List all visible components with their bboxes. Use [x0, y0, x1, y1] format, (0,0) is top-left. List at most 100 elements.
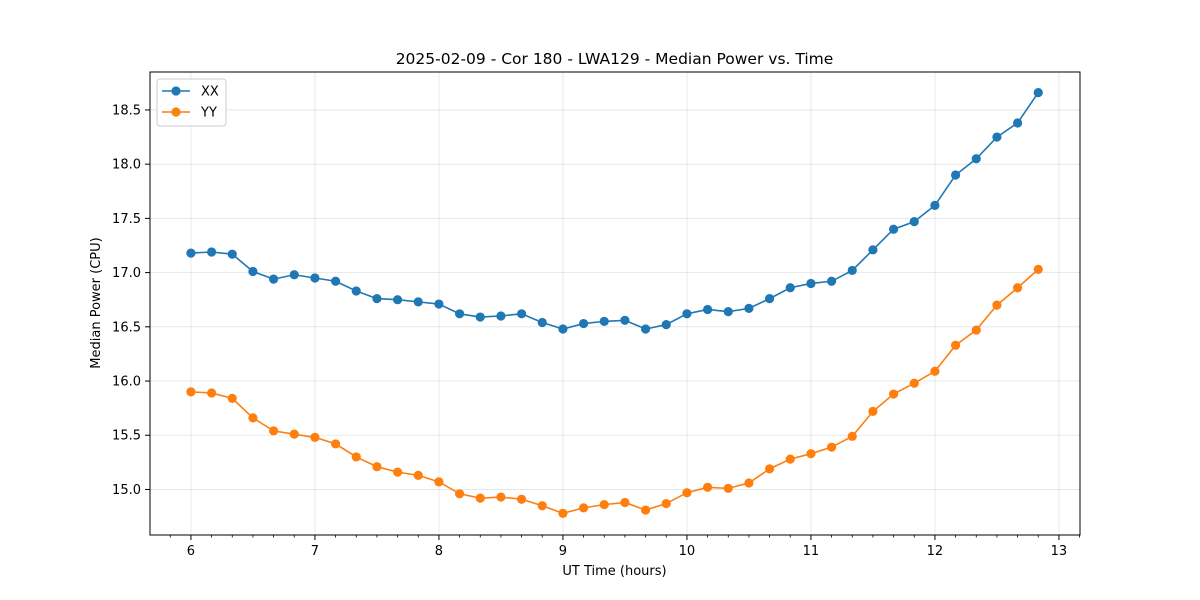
data-point-xx [847, 265, 857, 276]
data-point-xx [723, 307, 733, 317]
data-point-yy [496, 492, 506, 502]
data-point-yy [206, 388, 217, 398]
chart-title: 2025-02-09 - Cor 180 - LWA129 - Median P… [396, 50, 834, 68]
data-point-xx [806, 278, 816, 289]
data-point-xx [454, 309, 465, 319]
data-point-xx [578, 318, 589, 329]
plot-area [150, 72, 1080, 535]
data-point-yy [351, 452, 361, 462]
data-point-yy [516, 494, 527, 504]
y-tick-label: 18.0 [112, 158, 141, 173]
data-point-yy [558, 508, 568, 518]
data-point-xx [909, 217, 919, 227]
data-point-xx [537, 317, 547, 328]
legend-label-yy: YY [200, 106, 217, 121]
axes: 6 7 8 9 10 11 12 13 15.0 15.5 16.0 16.5 17.0 17.5 18.0… [112, 103, 1080, 559]
data-point-yy [682, 488, 692, 498]
data-point-yy [475, 493, 485, 503]
legend: XX YY [156, 78, 227, 127]
x-tick-label: 8 [435, 544, 443, 559]
data-point-xx [558, 324, 568, 334]
data-point-yy [578, 503, 589, 513]
data-point-xx [248, 266, 258, 277]
data-point-xx [392, 295, 403, 305]
data-point-yy [847, 431, 857, 441]
y-tick-label: 17.5 [112, 212, 141, 227]
data-point-yy [764, 464, 775, 474]
data-point-yy [248, 413, 258, 423]
data-point-xx [661, 320, 671, 330]
data-point-xx [599, 316, 609, 326]
data-point-yy [1012, 283, 1023, 293]
y-tick-label: 15.5 [112, 429, 141, 444]
data-point-xx [289, 270, 299, 280]
data-point-yy [661, 498, 671, 509]
data-point-xx [330, 276, 341, 286]
data-point-xx [310, 273, 320, 283]
data-point-xx [785, 283, 795, 293]
x-tick-label: 9 [559, 544, 567, 559]
data-point-xx [764, 294, 775, 304]
data-point-xx [888, 224, 899, 234]
data-point-yy [454, 489, 465, 499]
data-point-yy [785, 454, 795, 464]
x-tick-label: 11 [803, 544, 820, 559]
data-point-yy [186, 387, 196, 397]
y-tick-label: 15.0 [112, 483, 141, 498]
data-point-xx [268, 274, 279, 284]
data-point-yy [1033, 264, 1043, 274]
data-point-yy [599, 500, 609, 510]
y-axis-label: Median Power (CPU) [89, 237, 104, 368]
data-point-xx [620, 315, 630, 325]
series [186, 88, 1043, 518]
data-point-xx [413, 297, 423, 307]
data-point-xx [1012, 118, 1023, 128]
y-tick-label: 18.5 [112, 103, 141, 118]
legend-marker-xx [171, 86, 181, 96]
data-point-yy [992, 300, 1002, 310]
data-point-xx [206, 247, 217, 257]
data-point-yy [702, 482, 713, 492]
data-point-yy [909, 378, 919, 388]
data-point-yy [268, 426, 279, 436]
data-point-yy [826, 442, 837, 452]
data-point-yy [289, 429, 299, 439]
legend-label-xx: XX [201, 85, 219, 100]
data-point-xx [682, 309, 692, 319]
data-point-xx [826, 276, 837, 286]
data-point-yy [930, 366, 940, 376]
data-point-yy [640, 505, 651, 515]
data-point-yy [330, 439, 341, 449]
data-point-yy [537, 501, 547, 511]
data-point-xx [1033, 88, 1043, 98]
grid [150, 72, 1080, 535]
data-point-xx [930, 200, 940, 210]
data-point-xx [992, 132, 1002, 142]
data-point-yy [971, 325, 981, 335]
data-point-yy [744, 478, 754, 488]
data-point-xx [702, 304, 713, 315]
data-point-xx [475, 312, 485, 322]
y-tick-label: 17.0 [112, 266, 141, 281]
data-point-xx [516, 309, 527, 319]
x-tick-label: 13 [1051, 544, 1068, 559]
data-point-xx [496, 311, 506, 321]
data-point-xx [640, 324, 651, 334]
legend-marker-yy [171, 107, 181, 117]
data-point-yy [413, 470, 423, 480]
x-tick-label: 10 [679, 544, 696, 559]
data-point-xx [434, 299, 444, 309]
x-tick-label: 7 [311, 544, 319, 559]
y-tick-label: 16.0 [112, 375, 141, 390]
x-axis-label: UT Time (hours) [562, 564, 666, 579]
plot-frame [149, 71, 1081, 536]
data-point-xx [186, 248, 196, 258]
data-point-xx [868, 245, 878, 255]
data-point-yy [372, 462, 382, 472]
data-point-xx [744, 303, 754, 313]
x-tick-label: 12 [927, 544, 944, 559]
y-tick-label: 16.5 [112, 320, 141, 335]
x-tick-label: 6 [187, 544, 195, 559]
data-point-yy [888, 389, 899, 399]
